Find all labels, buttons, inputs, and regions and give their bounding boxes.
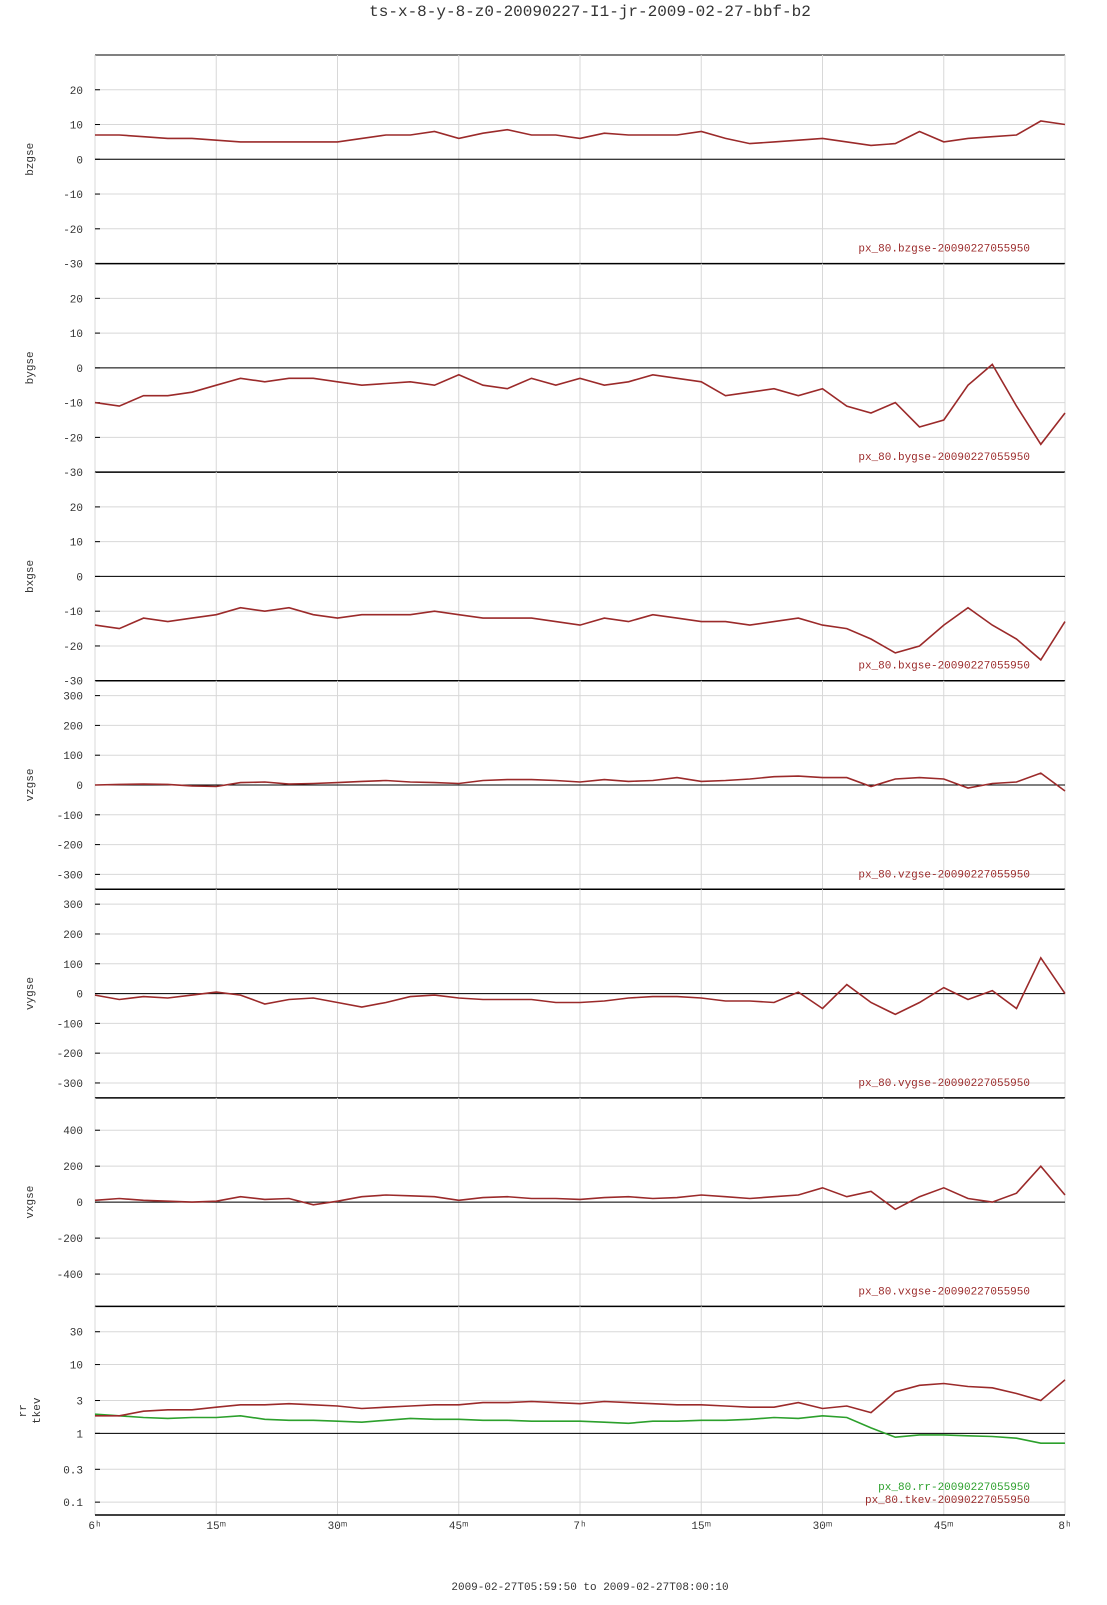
y-tick-label: -20 [63, 225, 83, 237]
series-line [94, 1164, 1066, 1211]
y-tick-label: -300 [57, 870, 83, 882]
y-tick-label: -30 [63, 260, 83, 272]
y-tick-label: 0 [76, 364, 83, 376]
x-tick-label: 45ᵐ [449, 1521, 469, 1533]
y-axis-label: rr [18, 1404, 30, 1417]
y-tick-label: -10 [63, 607, 83, 619]
y-axis-label: vzgse [25, 768, 37, 801]
legend-label: px_80.vygse-20090227055950 [858, 1078, 1030, 1090]
y-tick-label: -10 [63, 190, 83, 202]
y-tick-label: 100 [63, 751, 83, 763]
y-tick-label: 400 [63, 1126, 83, 1138]
legend-label: px_80.rr-20090227055950 [878, 1482, 1030, 1494]
y-tick-label: 0 [76, 155, 83, 167]
y-tick-label: -30 [63, 468, 83, 480]
y-tick-label: 200 [63, 721, 83, 733]
y-tick-label: -30 [63, 677, 83, 689]
y-tick-label: 0.3 [63, 1465, 83, 1477]
y-tick-label: -20 [63, 433, 83, 445]
series-line [94, 956, 1066, 1016]
y-tick-label: 200 [63, 930, 83, 942]
y-tick-label: 0 [76, 990, 83, 1002]
series-line [95, 1379, 1066, 1417]
y-tick-label: 0 [76, 572, 83, 584]
y-tick-label: -100 [57, 1019, 83, 1031]
y-tick-label: 300 [63, 692, 83, 704]
legend-label: px_80.vzgse-20090227055950 [858, 869, 1030, 881]
series-line [94, 1413, 1065, 1444]
series-line [94, 363, 1066, 446]
y-tick-label: -20 [63, 642, 83, 654]
y-tick-label: 20 [70, 86, 83, 98]
series-line [94, 606, 1066, 662]
legend-label: px_80.vxgse-20090227055950 [858, 1286, 1030, 1298]
x-tick-label: 6ʰ [88, 1521, 101, 1533]
y-tick-label: 300 [63, 900, 83, 912]
legend-label: px_80.tkev-20090227055950 [865, 1495, 1030, 1507]
y-tick-label: -100 [57, 811, 83, 823]
y-tick-label: -400 [57, 1270, 83, 1282]
legend-label: px_80.bygse-20090227055950 [858, 452, 1030, 464]
y-axis-label: bygse [25, 351, 37, 384]
y-tick-label: -200 [57, 1049, 83, 1061]
y-axis-label: vxgse [25, 1186, 37, 1219]
y-tick-label: 200 [63, 1162, 83, 1174]
series-line [95, 120, 1066, 147]
x-tick-label: 30ᵐ [813, 1521, 833, 1533]
y-axis-label: bxgse [25, 560, 37, 593]
legend-label: px_80.bxgse-20090227055950 [858, 661, 1030, 673]
x-tick-label: 15ᵐ [206, 1521, 226, 1533]
legend-label: px_80.bzgse-20090227055950 [858, 244, 1030, 256]
y-tick-label: 3 [76, 1397, 83, 1409]
y-axis-label: bzgse [25, 143, 37, 176]
x-tick-label: 7ʰ [573, 1521, 586, 1533]
y-tick-label: -10 [63, 399, 83, 411]
y-tick-label: 20 [70, 294, 83, 306]
y-tick-label: 0 [76, 781, 83, 793]
y-tick-label: -300 [57, 1079, 83, 1091]
y-tick-label: 10 [70, 329, 83, 341]
y-tick-label: -200 [57, 1234, 83, 1246]
chart-title: ts-x-8-y-8-z0-20090227-I1-jr-2009-02-27-… [369, 3, 811, 21]
x-tick-label: 30ᵐ [328, 1521, 348, 1533]
y-tick-label: 0 [76, 1198, 83, 1210]
y-tick-label: 0.1 [63, 1498, 83, 1510]
y-tick-label: 30 [70, 1328, 83, 1340]
y-tick-label: 20 [70, 503, 83, 515]
y-tick-label: 10 [70, 121, 83, 133]
series-line [94, 772, 1066, 792]
y-tick-label: -200 [57, 841, 83, 853]
y-axis-label: tkev [32, 1397, 44, 1424]
y-tick-label: 10 [70, 1361, 83, 1373]
y-tick-label: 100 [63, 960, 83, 972]
y-tick-label: 10 [70, 538, 83, 550]
x-axis-label: 2009-02-27T05:59:50 to 2009-02-27T08:00:… [451, 1582, 728, 1594]
x-tick-label: 45ᵐ [934, 1521, 954, 1533]
y-tick-label: 1 [76, 1429, 83, 1441]
y-axis-label: vygse [25, 977, 37, 1010]
x-tick-label: 8ʰ [1058, 1521, 1071, 1533]
x-tick-label: 15ᵐ [691, 1521, 711, 1533]
